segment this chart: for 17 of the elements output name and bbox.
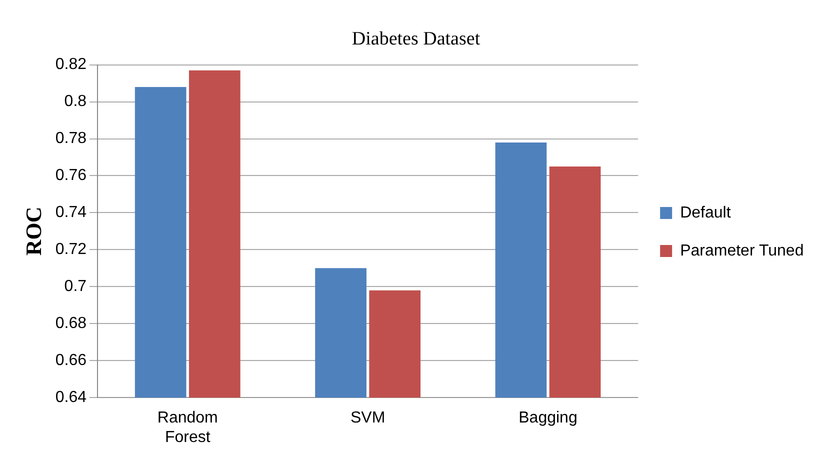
- chart-title: Diabetes Dataset: [352, 28, 481, 50]
- y-axis-title: ROC: [20, 206, 46, 256]
- legend-label: Default: [680, 204, 732, 222]
- y-tick-label: 0.7: [64, 278, 87, 296]
- x-tick-label: SVM: [350, 410, 386, 427]
- y-tick-label: 0.8: [64, 93, 87, 110]
- y-tick-label: 0.66: [55, 352, 87, 370]
- x-tick-label: Bagging: [518, 410, 578, 427]
- y-tick-label: 0.82: [55, 56, 87, 74]
- y-tick-label: 0.76: [55, 167, 87, 184]
- y-tick-label: 0.68: [55, 315, 87, 332]
- legend-label: Parameter Tuned: [680, 242, 804, 260]
- x-tick-label: Random Forest: [157, 410, 218, 446]
- y-tick-label: 0.72: [55, 241, 87, 258]
- y-tick-label: 0.78: [55, 130, 87, 148]
- y-tick-label: 0.64: [55, 389, 87, 406]
- y-tick-label: 0.74: [55, 204, 87, 222]
